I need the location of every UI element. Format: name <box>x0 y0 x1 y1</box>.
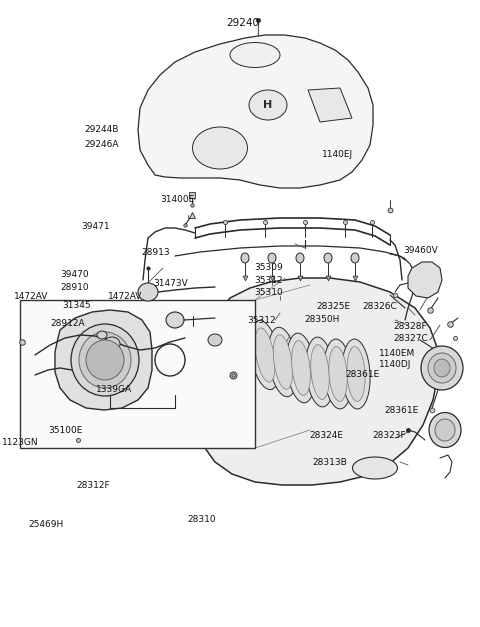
Text: 29244B: 29244B <box>84 125 119 134</box>
Text: 28361E: 28361E <box>346 370 380 379</box>
Text: 35309: 35309 <box>254 263 283 272</box>
Text: 28313B: 28313B <box>312 458 347 467</box>
Text: 28325E: 28325E <box>317 302 351 311</box>
Ellipse shape <box>268 253 276 263</box>
Text: 28328F: 28328F <box>394 322 427 330</box>
Text: 1339GA: 1339GA <box>96 386 132 394</box>
Text: 28910: 28910 <box>60 283 89 292</box>
Ellipse shape <box>230 43 280 68</box>
Ellipse shape <box>192 127 248 169</box>
Text: 31345: 31345 <box>62 302 91 310</box>
Text: 1123GN: 1123GN <box>2 438 39 447</box>
Text: 35312: 35312 <box>254 276 283 285</box>
Text: 28326C: 28326C <box>362 302 397 311</box>
Text: 1140DJ: 1140DJ <box>379 361 411 369</box>
Polygon shape <box>55 310 152 410</box>
Ellipse shape <box>434 359 450 377</box>
Ellipse shape <box>306 337 334 407</box>
Ellipse shape <box>296 253 304 263</box>
Ellipse shape <box>104 337 120 351</box>
Ellipse shape <box>138 283 158 301</box>
Text: 31400E: 31400E <box>160 195 195 204</box>
Ellipse shape <box>250 320 280 389</box>
Polygon shape <box>308 88 352 122</box>
Text: 28912A: 28912A <box>50 319 84 328</box>
Ellipse shape <box>324 339 352 409</box>
Text: 1140EM: 1140EM <box>379 349 416 357</box>
Text: 35100E: 35100E <box>48 426 83 435</box>
Text: 28361E: 28361E <box>384 406 418 415</box>
Text: 28350H: 28350H <box>305 315 340 324</box>
Polygon shape <box>138 35 373 188</box>
Ellipse shape <box>287 333 315 403</box>
Ellipse shape <box>208 334 222 346</box>
Text: 1140EJ: 1140EJ <box>322 150 353 159</box>
Ellipse shape <box>352 457 397 479</box>
Text: 31473V: 31473V <box>154 279 188 288</box>
Text: 28312F: 28312F <box>77 482 110 490</box>
Ellipse shape <box>249 90 287 120</box>
Text: 25469H: 25469H <box>29 520 64 529</box>
Ellipse shape <box>342 339 370 409</box>
Ellipse shape <box>329 347 347 401</box>
Ellipse shape <box>291 340 311 396</box>
Text: H: H <box>264 100 273 110</box>
Text: 39470: 39470 <box>60 270 89 279</box>
Text: 28310: 28310 <box>187 515 216 524</box>
Text: 29246A: 29246A <box>84 140 119 149</box>
Ellipse shape <box>421 346 463 390</box>
Ellipse shape <box>255 328 275 382</box>
Ellipse shape <box>97 331 107 339</box>
Text: 28913: 28913 <box>142 248 170 256</box>
Polygon shape <box>408 262 442 298</box>
Text: 39471: 39471 <box>82 223 110 231</box>
Ellipse shape <box>79 332 131 388</box>
Ellipse shape <box>347 347 365 401</box>
Ellipse shape <box>241 253 249 263</box>
Text: 35312: 35312 <box>247 316 276 325</box>
Ellipse shape <box>324 253 332 263</box>
Ellipse shape <box>71 324 139 396</box>
Text: 28327C: 28327C <box>394 334 428 343</box>
Text: 28323F: 28323F <box>372 431 406 440</box>
Ellipse shape <box>351 253 359 263</box>
Ellipse shape <box>268 327 298 397</box>
Ellipse shape <box>429 413 461 448</box>
Text: 29240: 29240 <box>226 18 259 28</box>
Ellipse shape <box>428 353 456 383</box>
Polygon shape <box>196 278 438 485</box>
Ellipse shape <box>435 419 455 441</box>
Text: 39460V: 39460V <box>403 246 438 255</box>
Text: 1472AV: 1472AV <box>108 292 143 301</box>
FancyBboxPatch shape <box>20 300 255 448</box>
Text: 35310: 35310 <box>254 288 283 297</box>
Ellipse shape <box>86 340 124 380</box>
Ellipse shape <box>311 345 329 399</box>
Ellipse shape <box>166 312 184 328</box>
Ellipse shape <box>273 335 293 389</box>
Text: 1472AV: 1472AV <box>14 292 49 301</box>
Text: 28324E: 28324E <box>310 431 344 440</box>
